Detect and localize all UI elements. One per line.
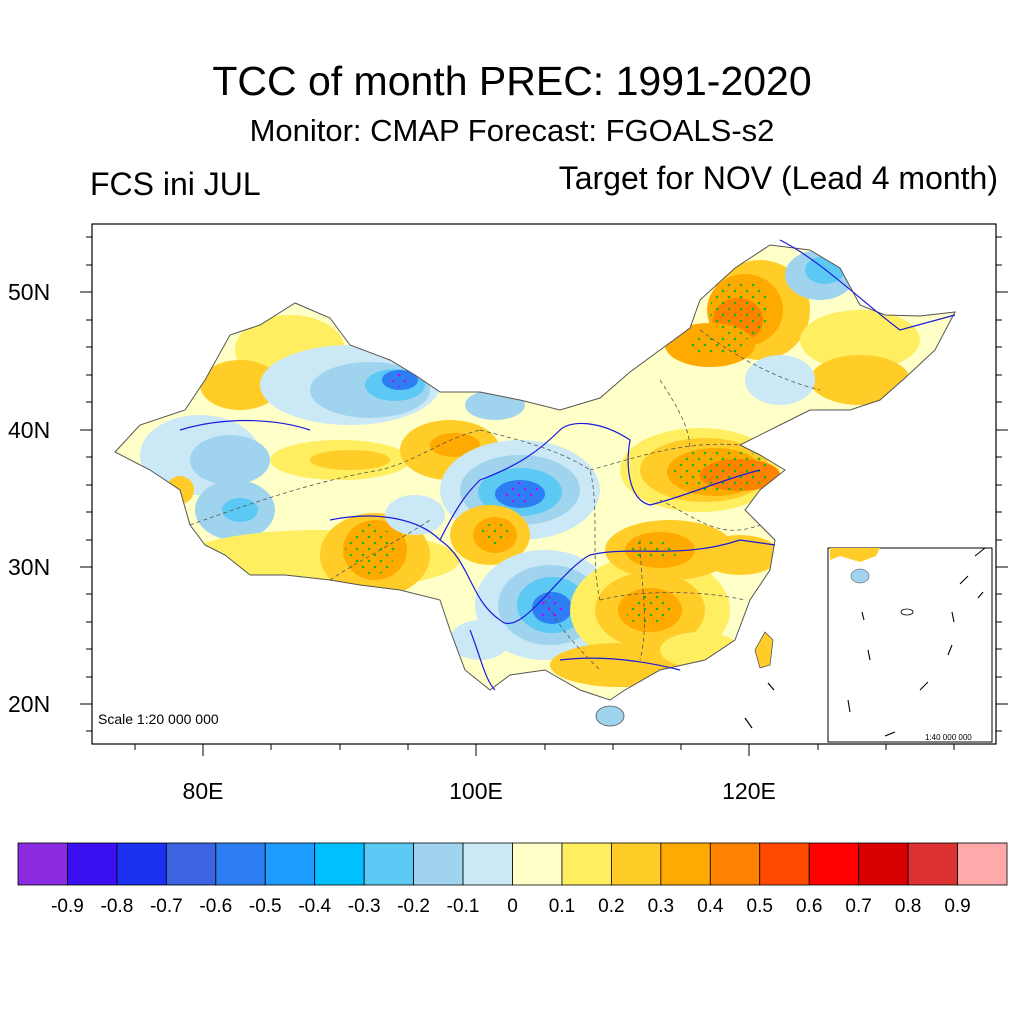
colorbar-swatch	[907, 842, 958, 886]
colorbar-swatch	[264, 842, 316, 886]
map-scale: Scale 1:20 000 000	[98, 711, 219, 727]
colorbar	[17, 842, 1008, 886]
colorbar-tick-label: -0.9	[51, 896, 84, 917]
colorbar-swatch	[858, 842, 909, 886]
lon-label-100e: 100E	[449, 778, 503, 804]
colorbar-swatch	[314, 842, 365, 886]
chart-subtitle: Monitor: CMAP Forecast: FGOALS-s2	[249, 113, 775, 148]
lat-label-20n: 20N	[8, 691, 51, 717]
colorbar-tick-label: -0.2	[397, 896, 430, 917]
significance-stipple	[345, 280, 770, 626]
init-label: FCS ini JUL	[90, 166, 261, 202]
colorbar-swatch	[660, 842, 711, 886]
colorbar-tick-label: 0.7	[845, 896, 872, 917]
colorbar-tick-label: 0.6	[795, 896, 823, 917]
inset-scale: 1:40 000 000	[925, 733, 972, 742]
colorbar-swatch	[462, 842, 513, 886]
colorbar-tick-label: 0.8	[894, 896, 922, 917]
south-china-sea-inset: 1:40 000 000	[827, 547, 993, 743]
country-border	[114, 244, 956, 701]
colorbar-swatch	[709, 842, 761, 886]
axis-ticks	[80, 236, 1008, 756]
lon-label-120e: 120E	[722, 778, 776, 804]
colorbar-tick-label: 0.4	[697, 896, 724, 917]
lon-label-80e: 80E	[182, 778, 224, 804]
colorbar-tick-label: -0.4	[298, 896, 332, 917]
colorbar-tick-label: 0	[507, 896, 518, 917]
chart-title: TCC of month PREC: 1991-2020	[212, 58, 812, 104]
colorbar-swatch	[67, 842, 118, 886]
colorbar-tick-label: -0.8	[100, 896, 134, 917]
colorbar-tick-label: 0.2	[598, 896, 625, 917]
colorbar-swatch	[116, 842, 167, 886]
colorbar-swatch	[215, 842, 266, 886]
colorbar-swatch	[363, 842, 414, 886]
colorbar-tick-label: -0.1	[446, 896, 480, 917]
island-mark	[744, 717, 753, 729]
colorbar-swatch	[759, 842, 810, 886]
colorbar-tick-label: -0.6	[199, 896, 233, 917]
colorbar-tick-label: 0.1	[548, 896, 576, 917]
colorbar-tick-label: -0.3	[347, 896, 381, 917]
colorbar-swatch	[808, 842, 860, 886]
rivers	[179, 239, 956, 691]
colorbar-tick-label: -0.5	[248, 896, 282, 917]
colorbar-tick-label: 0.9	[944, 896, 971, 917]
colorbar-swatch	[512, 842, 563, 886]
colorbar-tick-label: 0.3	[647, 896, 675, 917]
lat-label-30n: 30N	[8, 554, 51, 580]
colorbar-swatch	[17, 842, 68, 886]
province-borders	[189, 329, 821, 671]
lat-label-40n: 40N	[8, 417, 51, 443]
colorbar-swatch	[957, 842, 1008, 886]
lat-label-50n: 50N	[8, 279, 51, 305]
taiwan	[754, 631, 774, 669]
tcc-field	[115, 245, 955, 700]
hainan	[595, 705, 625, 727]
colorbar-tick-label: -0.7	[149, 896, 183, 917]
colorbar-tick-label: 0.5	[746, 896, 773, 917]
colorbar-swatch	[561, 842, 612, 886]
target-label: Target for NOV (Lead 4 month)	[558, 160, 998, 196]
colorbar-swatch	[165, 842, 217, 886]
colorbar-swatch	[413, 842, 464, 886]
colorbar-swatch	[611, 842, 662, 886]
